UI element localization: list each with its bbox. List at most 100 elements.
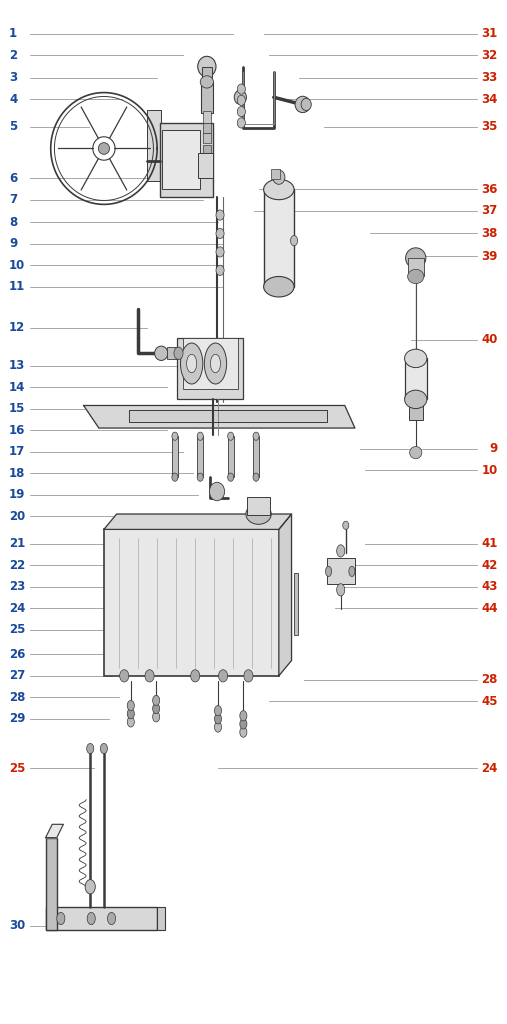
Ellipse shape: [273, 170, 285, 184]
Text: 28: 28: [9, 691, 25, 703]
Text: 34: 34: [482, 93, 498, 105]
Ellipse shape: [337, 545, 345, 557]
Ellipse shape: [204, 343, 227, 384]
Ellipse shape: [264, 179, 294, 200]
Ellipse shape: [216, 247, 224, 257]
Text: 20: 20: [9, 510, 25, 522]
Bar: [147, 110, 161, 181]
Ellipse shape: [349, 566, 355, 577]
Ellipse shape: [120, 670, 129, 682]
Text: 17: 17: [9, 445, 25, 458]
Ellipse shape: [228, 473, 234, 481]
Bar: [203, 123, 211, 133]
Text: 9: 9: [490, 442, 498, 455]
Bar: [247, 497, 270, 515]
Ellipse shape: [264, 276, 294, 297]
Ellipse shape: [98, 142, 110, 155]
Text: 2: 2: [9, 49, 17, 61]
Bar: [46, 838, 57, 930]
Ellipse shape: [216, 210, 224, 220]
Text: 15: 15: [9, 402, 25, 415]
Ellipse shape: [174, 347, 183, 359]
Ellipse shape: [85, 880, 95, 894]
Bar: [46, 907, 157, 930]
Bar: [409, 399, 423, 420]
Text: 41: 41: [482, 538, 498, 550]
Ellipse shape: [210, 354, 221, 373]
Text: 19: 19: [9, 488, 25, 501]
Ellipse shape: [155, 346, 168, 360]
Text: 42: 42: [482, 559, 498, 571]
Bar: [104, 529, 279, 676]
Text: 16: 16: [9, 424, 25, 436]
Ellipse shape: [253, 473, 259, 481]
Ellipse shape: [240, 711, 247, 721]
Ellipse shape: [209, 482, 225, 501]
Text: 18: 18: [9, 467, 25, 479]
Ellipse shape: [406, 248, 426, 268]
Text: 27: 27: [9, 670, 25, 682]
Ellipse shape: [237, 84, 245, 94]
Bar: [294, 573, 298, 635]
Bar: [198, 153, 213, 178]
Text: 44: 44: [481, 602, 498, 614]
Ellipse shape: [127, 700, 134, 711]
Text: 24: 24: [482, 762, 498, 774]
Text: 12: 12: [9, 322, 25, 334]
Polygon shape: [129, 410, 327, 422]
Text: 43: 43: [482, 581, 498, 593]
Text: 4: 4: [9, 93, 17, 105]
Bar: [203, 111, 211, 123]
Ellipse shape: [145, 670, 154, 682]
Polygon shape: [46, 824, 63, 838]
Ellipse shape: [197, 473, 203, 481]
Ellipse shape: [219, 670, 228, 682]
Text: 3: 3: [9, 72, 17, 84]
Bar: [162, 130, 200, 189]
Polygon shape: [84, 406, 355, 428]
Ellipse shape: [228, 432, 234, 440]
Ellipse shape: [240, 727, 247, 737]
Bar: [253, 436, 259, 477]
Text: 32: 32: [482, 49, 498, 61]
Bar: [202, 67, 212, 82]
Ellipse shape: [216, 228, 224, 239]
Ellipse shape: [57, 912, 65, 925]
Ellipse shape: [127, 709, 134, 719]
Bar: [264, 189, 294, 287]
Bar: [203, 133, 211, 143]
Ellipse shape: [153, 712, 160, 722]
Ellipse shape: [240, 719, 247, 729]
Ellipse shape: [153, 695, 160, 706]
Ellipse shape: [410, 446, 422, 459]
Text: 9: 9: [9, 238, 17, 250]
Text: 25: 25: [9, 624, 25, 636]
Ellipse shape: [100, 743, 107, 754]
Bar: [271, 169, 280, 179]
Bar: [172, 436, 178, 477]
Ellipse shape: [200, 76, 213, 88]
Ellipse shape: [107, 912, 116, 925]
Ellipse shape: [87, 743, 94, 754]
Ellipse shape: [153, 703, 160, 714]
Ellipse shape: [216, 265, 224, 275]
Ellipse shape: [198, 56, 216, 77]
Text: 14: 14: [9, 381, 25, 393]
Text: 10: 10: [9, 259, 25, 271]
Text: 37: 37: [482, 205, 498, 217]
Text: 36: 36: [482, 183, 498, 196]
Text: 25: 25: [9, 762, 25, 774]
Text: 40: 40: [482, 334, 498, 346]
Text: 33: 33: [482, 72, 498, 84]
Bar: [228, 436, 234, 477]
Text: 28: 28: [482, 674, 498, 686]
Ellipse shape: [237, 118, 245, 128]
Text: 24: 24: [9, 602, 25, 614]
Bar: [160, 123, 213, 197]
Ellipse shape: [253, 432, 259, 440]
Ellipse shape: [87, 912, 95, 925]
Bar: [167, 347, 178, 359]
Ellipse shape: [191, 670, 200, 682]
Ellipse shape: [172, 432, 178, 440]
Ellipse shape: [244, 670, 253, 682]
